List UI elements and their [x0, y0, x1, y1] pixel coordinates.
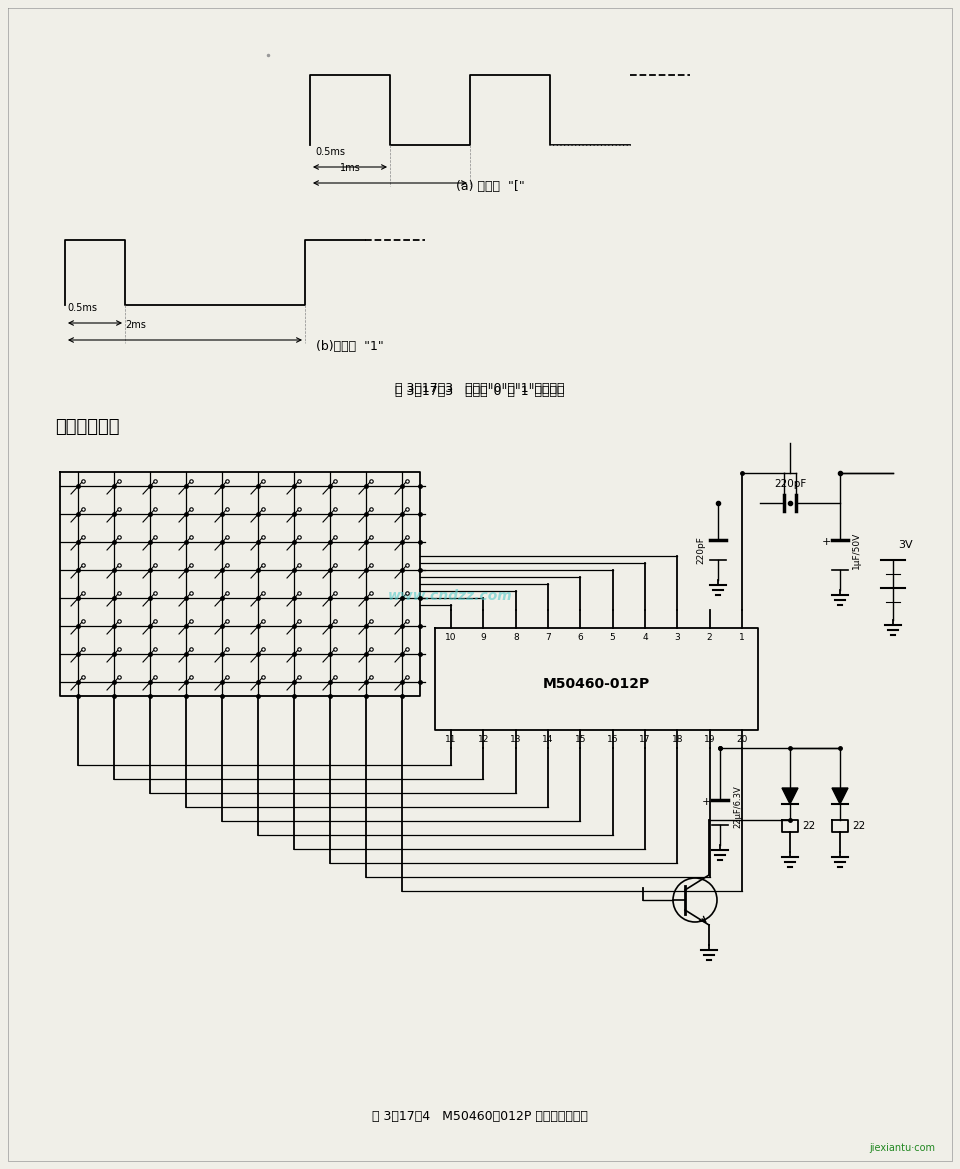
Text: 15: 15 — [575, 735, 587, 745]
Text: 19: 19 — [704, 735, 715, 745]
Text: 220pF: 220pF — [696, 537, 705, 563]
Text: +: + — [822, 537, 831, 547]
Text: (b)传输码  "1": (b)传输码 "1" — [316, 340, 384, 353]
Text: 220pF: 220pF — [774, 479, 806, 489]
Text: 22μF/6.3V: 22μF/6.3V — [733, 786, 742, 829]
Text: 0.5ms: 0.5ms — [315, 147, 345, 157]
Text: 2: 2 — [707, 634, 712, 643]
Text: 图 3－17－3   传输码"0"和"1"的波形图: 图 3－17－3 传输码"0"和"1"的波形图 — [396, 382, 564, 395]
Text: www.cndzz.com: www.cndzz.com — [388, 589, 513, 603]
Text: 10: 10 — [445, 634, 457, 643]
Text: 6: 6 — [578, 634, 584, 643]
Text: 8: 8 — [513, 634, 518, 643]
Text: +: + — [702, 797, 711, 807]
Text: 1μF/50V: 1μF/50V — [852, 532, 861, 568]
Text: 7: 7 — [545, 634, 551, 643]
Text: 3V: 3V — [898, 540, 913, 549]
Text: 4: 4 — [642, 634, 648, 643]
Text: 18: 18 — [671, 735, 683, 745]
Text: jiexiantu·com: jiexiantu·com — [869, 1143, 935, 1153]
Text: 12: 12 — [478, 735, 490, 745]
Polygon shape — [782, 788, 798, 804]
Text: 0.5ms: 0.5ms — [67, 303, 97, 313]
Text: 20: 20 — [736, 735, 748, 745]
Text: 16: 16 — [607, 735, 618, 745]
Text: 22: 22 — [852, 821, 865, 831]
Text: 图 3－17－4   M50460－012P 典型应用电路图: 图 3－17－4 M50460－012P 典型应用电路图 — [372, 1111, 588, 1123]
Text: 1: 1 — [739, 634, 745, 643]
Text: (a) 传输码  "[": (a) 传输码 "[" — [456, 180, 524, 193]
Text: 2ms: 2ms — [125, 320, 146, 330]
Text: M50460-012P: M50460-012P — [542, 677, 650, 691]
Text: 5: 5 — [610, 634, 615, 643]
Text: 13: 13 — [510, 735, 521, 745]
Text: 22: 22 — [802, 821, 815, 831]
Text: 11: 11 — [445, 735, 457, 745]
Text: 14: 14 — [542, 735, 554, 745]
Text: 3: 3 — [674, 634, 680, 643]
Text: 图 3－17－3   传输码"0"和"1"的波形图: 图 3－17－3 传输码"0"和"1"的波形图 — [396, 385, 564, 397]
Text: 9: 9 — [481, 634, 487, 643]
Text: 典型应用电路: 典型应用电路 — [55, 419, 119, 436]
Polygon shape — [832, 788, 848, 804]
Text: 17: 17 — [639, 735, 651, 745]
Text: 1ms: 1ms — [340, 162, 361, 173]
